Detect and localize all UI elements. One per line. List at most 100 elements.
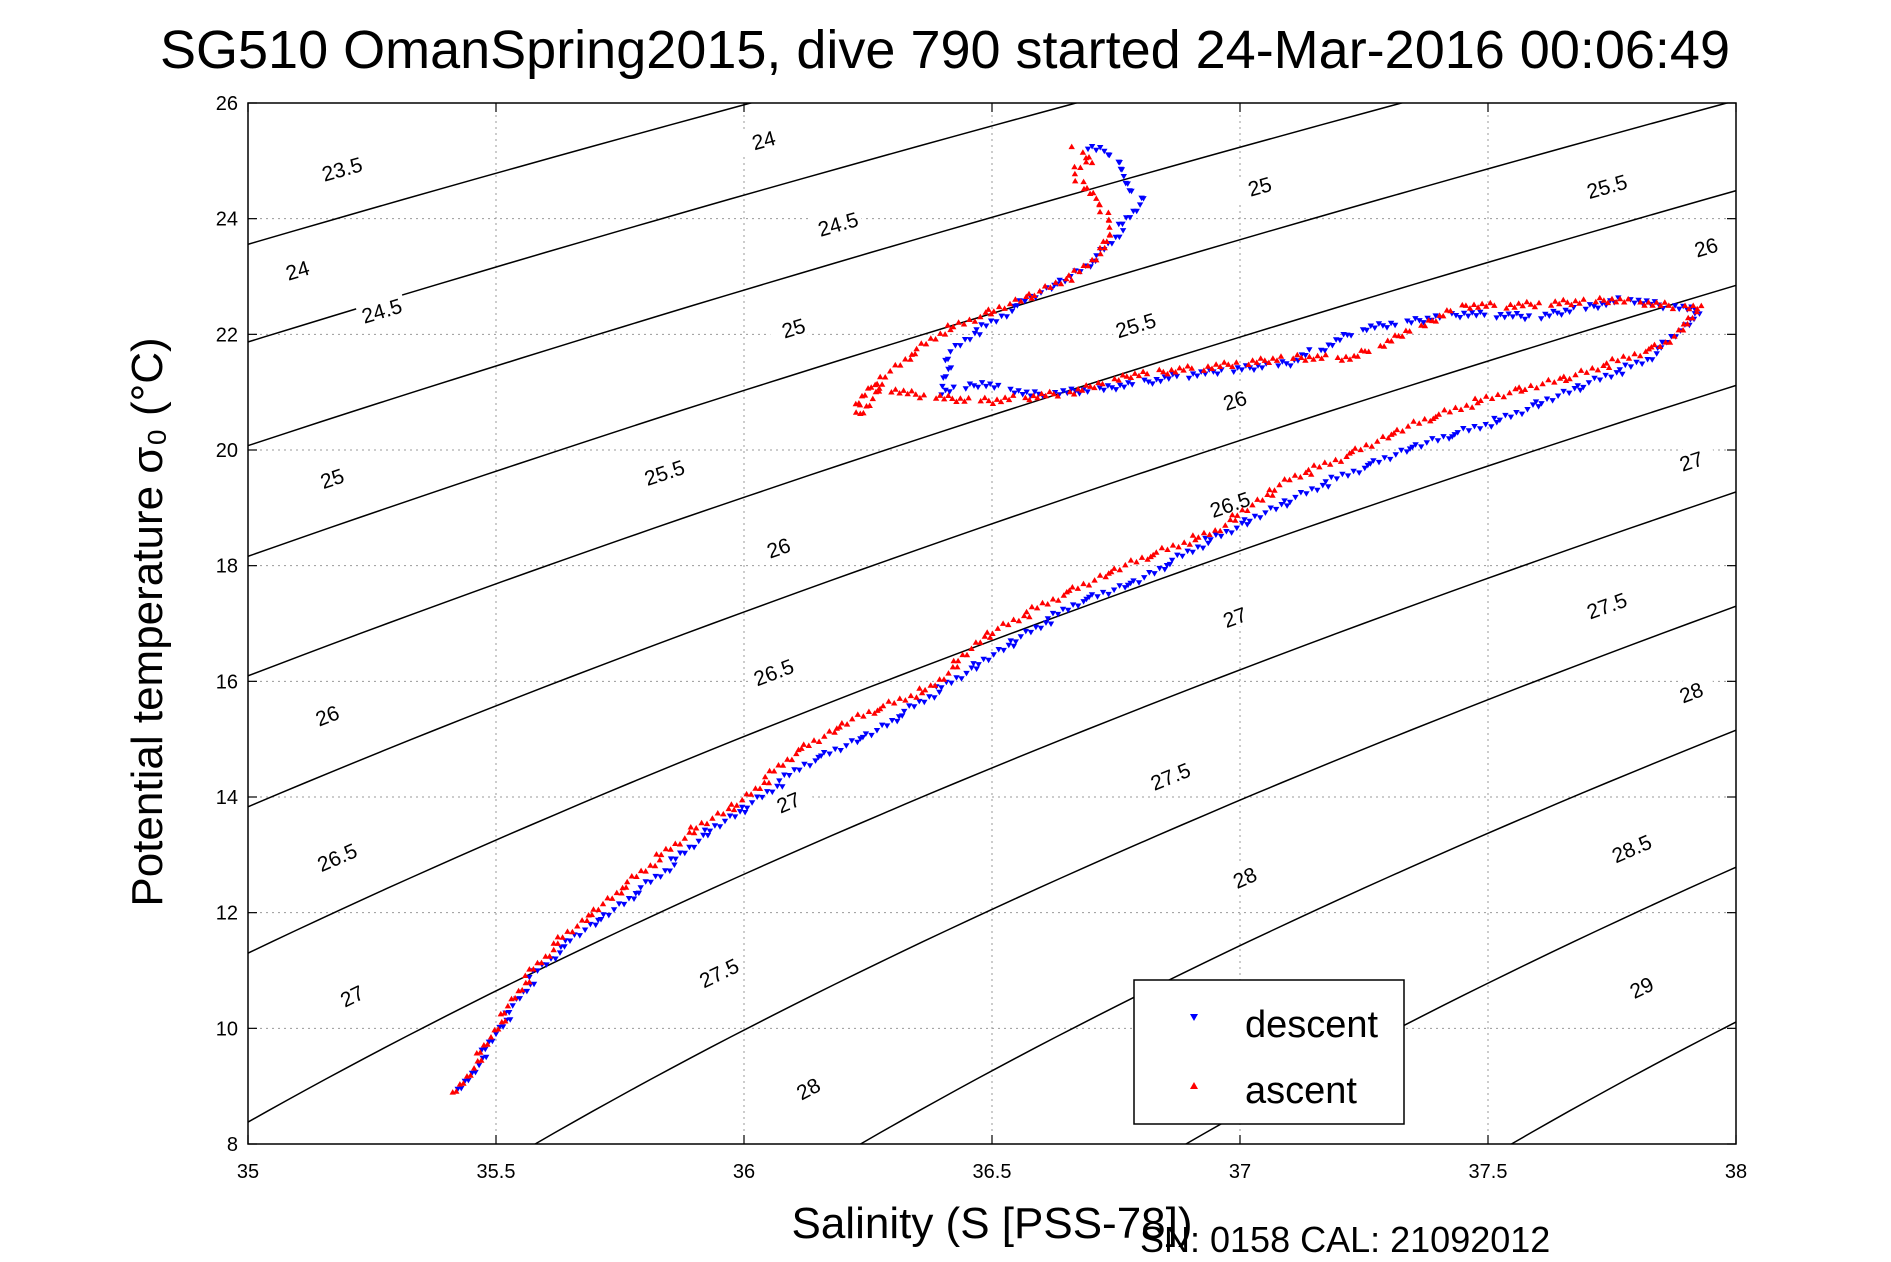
ascent-marker [1068, 277, 1075, 283]
ascent-marker [1071, 170, 1079, 177]
ascent-marker [554, 940, 561, 946]
descent-marker [499, 1024, 507, 1030]
ascent-marker [981, 394, 988, 401]
descent-marker [605, 912, 612, 919]
ascent-marker [1600, 297, 1608, 303]
ascent-marker [896, 695, 903, 701]
descent-marker [483, 1054, 490, 1061]
ascent-marker [904, 390, 911, 397]
descent-marker [1097, 145, 1104, 151]
descent-marker [1460, 426, 1467, 432]
descent-marker [506, 1010, 513, 1016]
descent-marker [1538, 316, 1545, 322]
ascent-marker [1269, 492, 1276, 498]
ascent-marker [902, 356, 909, 362]
descent-marker [637, 885, 644, 891]
descent-marker [1493, 420, 1500, 426]
ascent-marker [628, 873, 635, 879]
descent-marker [779, 784, 786, 790]
contour-label: 23.5 [315, 149, 369, 187]
ascent-marker [1266, 486, 1273, 493]
ascent-marker [1661, 299, 1668, 305]
density-contour [248, 103, 1405, 447]
x-tick-label: 38 [1725, 1161, 1747, 1183]
ascent-marker [1015, 617, 1023, 624]
ascent-marker [1399, 428, 1406, 434]
ascent-marker [997, 398, 1005, 405]
axis-ticks: 35 35.5 36 36.5 37 37.5 38 8 10 12 14 16 18 20 22 24 26 [216, 93, 1747, 1183]
ascent-marker [756, 785, 764, 791]
descent-marker [1105, 591, 1112, 598]
descent-marker [1497, 312, 1504, 318]
ascent-marker [1430, 415, 1437, 421]
contour-label: 28 [1217, 855, 1271, 897]
descent-marker [1194, 373, 1201, 379]
ascent-marker [994, 625, 1001, 631]
descent-marker [895, 714, 903, 720]
descent-marker [982, 383, 990, 390]
ascent-marker [1645, 299, 1652, 305]
contour-label-background [691, 950, 746, 993]
descent-marker [1456, 315, 1464, 321]
descent-marker [1165, 376, 1172, 382]
ascent-marker [1001, 394, 1009, 400]
descent-marker [983, 323, 990, 329]
descent-marker [1596, 377, 1604, 383]
descent-marker [615, 901, 623, 907]
contour-label: 28 [780, 1065, 835, 1110]
ascent-marker [940, 676, 948, 682]
ascent-marker [1052, 279, 1059, 285]
descent-marker [706, 828, 714, 835]
ascent-marker [1106, 224, 1113, 230]
ascent-marker [1063, 275, 1070, 282]
ascent-marker [1690, 302, 1697, 308]
descent-marker [936, 689, 943, 696]
ascent-marker [1227, 516, 1234, 523]
descent-marker [1627, 364, 1635, 370]
ascent-marker [1038, 390, 1045, 397]
ascent-marker [1604, 299, 1612, 306]
descent-marker [465, 1077, 472, 1084]
ascent-marker [1111, 375, 1118, 382]
descent-marker [1325, 342, 1332, 348]
descent-marker [1574, 383, 1581, 389]
descent-marker [1060, 388, 1067, 394]
ascent-marker [1069, 584, 1076, 590]
descent-marker [1093, 147, 1100, 154]
descent-marker [1125, 380, 1132, 386]
descent-marker [832, 746, 839, 753]
ascent-marker [826, 728, 833, 734]
ascent-marker [954, 663, 961, 670]
ascent-marker [1641, 302, 1648, 308]
descent-marker [1104, 383, 1112, 389]
descent-marker [1445, 436, 1453, 442]
contour-label: 27 [761, 780, 815, 822]
descent-marker [1027, 629, 1035, 636]
descent-marker [1454, 430, 1461, 436]
ascent-marker [891, 700, 898, 706]
ascent-marker [554, 933, 561, 940]
ascent-marker [1147, 553, 1154, 560]
descent-marker [1608, 374, 1615, 381]
contour-label-background [305, 458, 359, 496]
descent-marker [1432, 313, 1439, 319]
ascent-marker [1560, 296, 1567, 303]
ascent-marker [693, 825, 700, 831]
ascent-marker [1103, 238, 1110, 244]
descent-marker [1022, 628, 1029, 635]
ascent-marker [1374, 438, 1381, 444]
descent-marker [1359, 327, 1367, 333]
descent-marker [911, 704, 918, 710]
descent-marker [1509, 314, 1516, 320]
data-points [449, 143, 1705, 1095]
ascent-marker [590, 906, 597, 912]
descent-marker [1653, 351, 1660, 357]
descent-marker [1202, 535, 1209, 542]
ascent-marker [766, 767, 773, 774]
ascent-marker [686, 829, 693, 835]
descent-marker [968, 665, 975, 671]
ascent-marker [977, 639, 984, 645]
y-axis-label: Potential temperature σ₀ (°C) [123, 337, 172, 906]
contour-label-background [354, 290, 408, 328]
ascent-marker [1614, 357, 1621, 364]
